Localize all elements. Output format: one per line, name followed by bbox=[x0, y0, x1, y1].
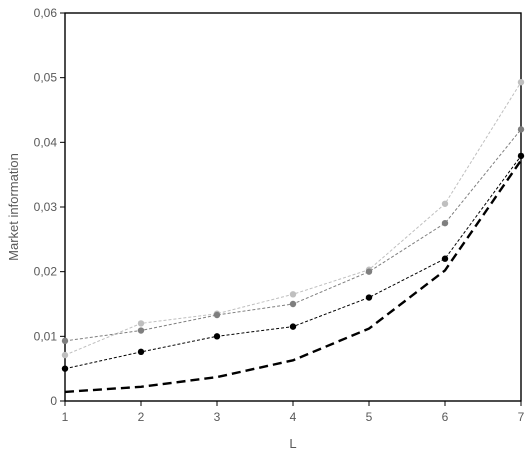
series-4-point bbox=[289, 291, 297, 298]
series-line-3 bbox=[64, 129, 522, 342]
plot-area-border bbox=[64, 12, 522, 402]
series-2-point bbox=[61, 365, 69, 372]
x-axis-title: L bbox=[289, 436, 296, 451]
series-4-point bbox=[137, 320, 145, 327]
series-4-point bbox=[517, 78, 525, 86]
series-3-point bbox=[137, 327, 145, 334]
y-tick-label: 0,02 bbox=[34, 265, 58, 279]
series-2-point bbox=[441, 255, 449, 262]
x-tick-label: 4 bbox=[290, 410, 297, 424]
x-tick-label: 5 bbox=[366, 410, 373, 424]
x-tick-label: 3 bbox=[214, 410, 221, 424]
series-line-4 bbox=[64, 81, 522, 356]
series-3-point bbox=[365, 268, 373, 275]
series-2-point bbox=[137, 348, 145, 356]
series-3-point bbox=[61, 337, 69, 345]
y-tick-label: 0,05 bbox=[34, 71, 58, 85]
y-axis-title: Market information bbox=[6, 153, 21, 261]
series-2-point bbox=[289, 323, 297, 330]
y-tick-labels: 0 0,01 0,02 0,03 0,04 0,05 0,06 bbox=[34, 6, 65, 408]
series-3-point bbox=[289, 300, 297, 308]
y-tick-label: 0,01 bbox=[34, 329, 58, 343]
series-3-point bbox=[441, 219, 449, 227]
series-2-point bbox=[517, 152, 525, 160]
series-2-point bbox=[365, 294, 373, 301]
series-3-point bbox=[517, 126, 525, 133]
series-line-2 bbox=[64, 155, 522, 370]
y-tick-label: 0 bbox=[50, 394, 57, 408]
x-tick-label: 7 bbox=[518, 410, 525, 424]
x-tick-labels: 1 2 3 4 5 6 7 bbox=[62, 401, 525, 424]
series-4-point bbox=[441, 200, 449, 207]
series-2-point bbox=[213, 333, 221, 340]
series-3-point bbox=[213, 311, 221, 319]
x-tick-label: 2 bbox=[138, 410, 145, 424]
y-tick-label: 0,03 bbox=[34, 200, 58, 214]
x-tick-label: 6 bbox=[442, 410, 449, 424]
y-tick-label: 0,06 bbox=[34, 6, 58, 20]
series-layer bbox=[61, 78, 525, 394]
series-line-1 bbox=[64, 159, 522, 394]
x-tick-label: 1 bbox=[62, 410, 69, 424]
series-4-point bbox=[61, 351, 69, 359]
y-tick-label: 0,04 bbox=[34, 135, 58, 149]
